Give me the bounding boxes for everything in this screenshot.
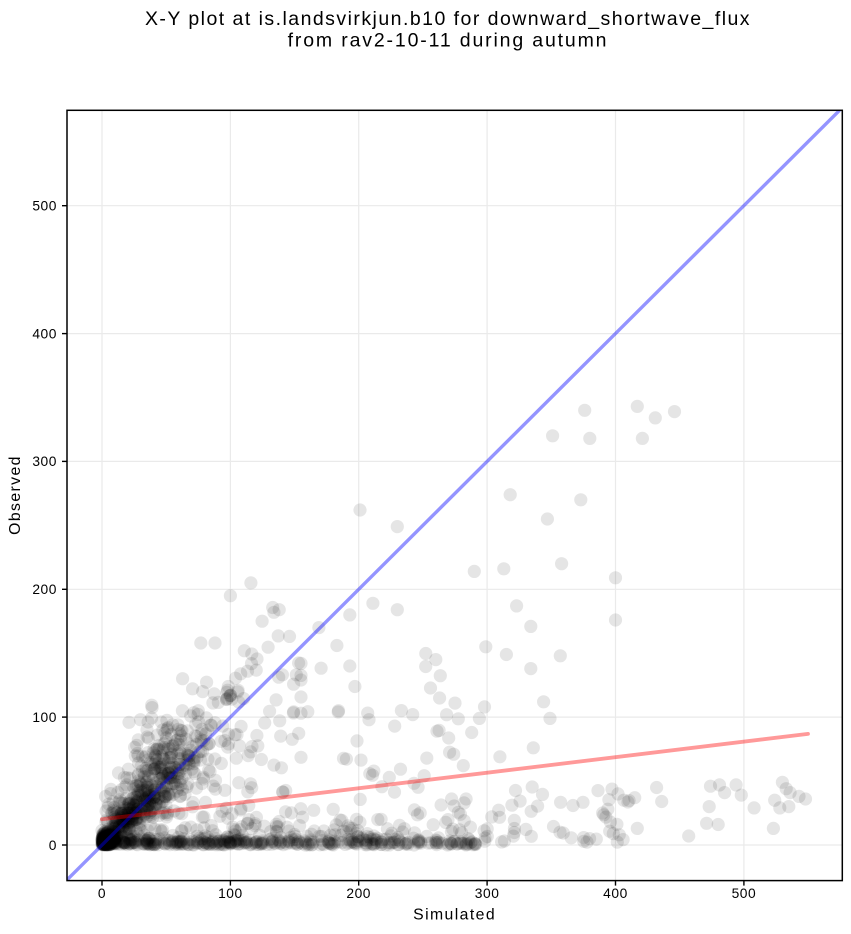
svg-text:400: 400 xyxy=(603,886,628,901)
svg-text:0: 0 xyxy=(98,886,106,901)
svg-text:Observed: Observed xyxy=(7,455,24,535)
svg-text:from rav2-10-11 during autumn: from rav2-10-11 during autumn xyxy=(288,29,609,51)
svg-text:100: 100 xyxy=(32,710,57,725)
svg-text:500: 500 xyxy=(32,199,57,214)
svg-text:Simulated: Simulated xyxy=(413,907,496,924)
svg-text:400: 400 xyxy=(32,326,57,341)
svg-text:100: 100 xyxy=(218,886,243,901)
svg-text:300: 300 xyxy=(475,886,500,901)
svg-text:200: 200 xyxy=(32,582,57,597)
svg-text:300: 300 xyxy=(32,454,57,469)
svg-text:200: 200 xyxy=(346,886,371,901)
svg-text:500: 500 xyxy=(732,886,757,901)
svg-text:X-Y plot at is.landsvirkjun.b1: X-Y plot at is.landsvirkjun.b10 for down… xyxy=(145,8,751,30)
svg-text:0: 0 xyxy=(49,838,57,853)
